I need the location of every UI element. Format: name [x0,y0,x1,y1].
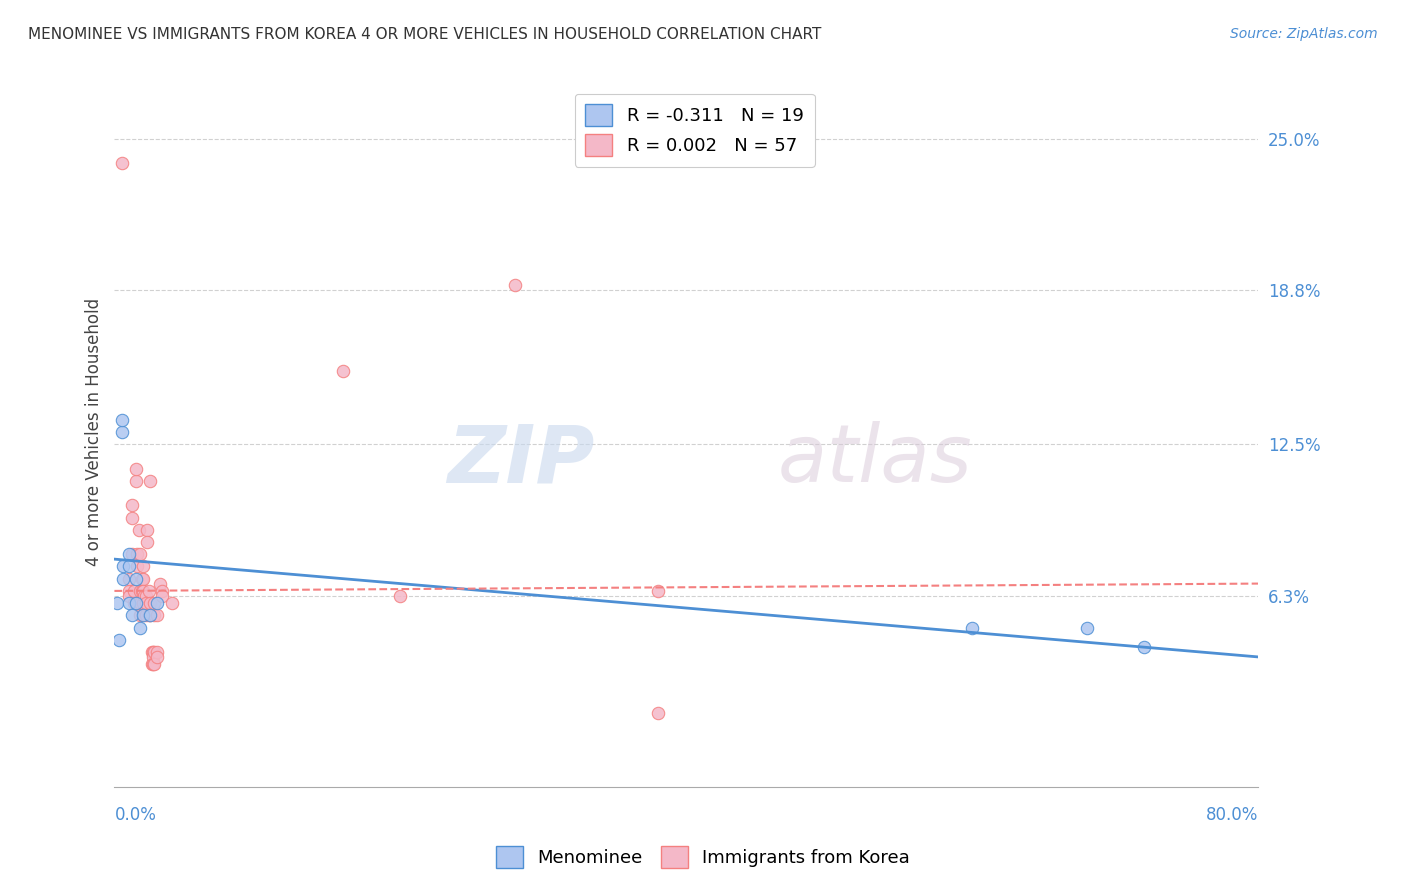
Point [146,645,169,659]
Point [124,583,146,598]
Point [132,608,155,623]
Point [121,547,143,561]
Point [141,657,163,672]
Point [150,589,173,603]
Point [503,278,526,293]
Point [332,364,354,378]
Point [138,608,160,623]
Text: MENOMINEE VS IMMIGRANTS FROM KOREA 4 OR MORE VEHICLES IN HOUSEHOLD CORRELATION C: MENOMINEE VS IMMIGRANTS FROM KOREA 4 OR … [28,27,821,42]
Point [143,645,166,659]
Point [125,596,148,610]
Point [110,413,132,427]
Point [389,589,412,603]
Text: ZIP: ZIP [447,421,595,500]
Point [146,608,169,623]
Point [118,572,141,586]
Point [129,583,152,598]
Point [132,608,155,623]
Point [1133,640,1156,655]
Text: Source: ZipAtlas.com: Source: ZipAtlas.com [1230,27,1378,41]
Point [110,425,132,439]
Point [143,657,166,672]
Point [135,596,157,610]
Point [131,583,153,598]
Point [118,547,141,561]
Point [647,706,669,721]
Point [124,596,146,610]
Point [1076,621,1098,635]
Point [105,596,128,610]
Point [139,608,162,623]
Point [118,596,141,610]
Point [139,474,162,488]
Point [149,576,172,591]
Legend: Menominee, Immigrants from Korea: Menominee, Immigrants from Korea [485,835,921,879]
Point [142,657,165,672]
Point [139,608,162,623]
Point [111,559,134,574]
Point [128,523,150,537]
Point [150,583,173,598]
Point [129,547,152,561]
Point [131,572,153,586]
Point [132,572,155,586]
Point [142,645,165,659]
Point [129,608,152,623]
Point [118,589,141,603]
Point [132,596,155,610]
Point [127,559,149,574]
Point [146,649,169,664]
Point [134,589,156,603]
Point [136,523,159,537]
Point [138,583,160,598]
Point [135,589,157,603]
Point [125,572,148,586]
Point [118,583,141,598]
Point [121,608,143,623]
Point [129,621,152,635]
Text: 0.0%: 0.0% [114,806,156,824]
Point [125,474,148,488]
Point [132,559,155,574]
Point [129,596,152,610]
Point [160,596,183,610]
Point [143,596,166,610]
Point [110,156,132,170]
Point [132,583,155,598]
Point [143,608,166,623]
Point [142,649,165,664]
Point [962,621,984,635]
Y-axis label: 4 or more Vehicles in Household: 4 or more Vehicles in Household [86,298,103,566]
Point [139,596,162,610]
Point [647,583,669,598]
Point [107,632,129,647]
Point [121,499,143,513]
Legend: R = -0.311   N = 19, R = 0.002   N = 57: R = -0.311 N = 19, R = 0.002 N = 57 [575,94,814,167]
Point [121,510,143,524]
Point [146,596,169,610]
Point [125,461,148,475]
Point [111,572,134,586]
Point [127,547,149,561]
Point [135,608,157,623]
Point [136,535,159,549]
Text: atlas: atlas [778,421,973,500]
Point [118,559,141,574]
Point [141,645,163,659]
Text: 80.0%: 80.0% [1206,806,1258,824]
